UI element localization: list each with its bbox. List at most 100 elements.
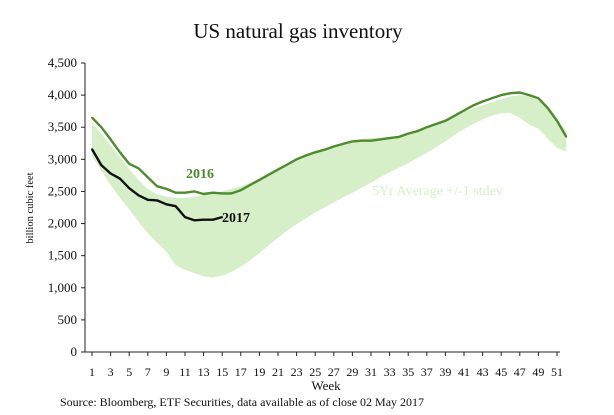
series-2016-point [379,138,382,141]
x-tick-label: 25 [309,365,321,379]
series-2016-point [146,176,149,179]
series-2016-point [444,119,447,122]
series-2017-point [137,194,140,197]
y-axis-label: billion cubic feet [25,172,36,243]
series-2016-point [212,191,214,194]
x-tick-label: 35 [402,365,414,379]
series-2016-point [202,193,205,195]
series-layer [90,91,568,222]
series-2017-point [156,199,159,202]
series-2016-point [556,119,558,122]
series-2016-point [249,184,252,186]
series-2017-point [146,198,149,201]
series-2016-point [332,145,335,148]
series-2016-point [109,138,112,141]
x-tick-label: 7 [145,365,151,379]
series-2016-point [453,114,456,117]
y-tick-label: 0 [71,344,78,359]
series-2016-point [221,192,224,195]
x-axis-label: Week [311,378,341,393]
series-2016-line [91,91,568,196]
series-2016-point [388,137,391,140]
x-tick-label: 45 [495,365,507,379]
x-tick-label: 1 [89,365,95,379]
series-2016-point [230,192,233,195]
x-tick-label: 29 [346,365,358,379]
x-tick-label: 23 [291,365,303,379]
x-tick-label: 9 [163,365,169,379]
series-2016-point [277,168,279,171]
y-tick-label: 3,000 [48,151,77,166]
x-tick-label: 19 [253,365,265,379]
x-tick-layer: 1 3 5 7 9 11 13 15 17 19 21 23 25 27 29 31 33 35 37 39 41 43 4… [89,352,563,379]
x-tick-label: 17 [235,365,247,379]
x-tick-label: 21 [272,365,284,379]
x-tick-label: 39 [439,365,451,379]
series-2016-point [91,116,93,119]
legend-label-band: 5Yr Average +/-1 stdev [372,184,503,199]
series-2016-point [342,143,344,145]
x-tick-label: 43 [477,365,489,379]
series-2016-point [528,94,530,96]
x-tick-label: 27 [328,365,340,379]
series-2016-point [425,126,428,129]
series-2016-point [398,136,400,138]
series-2016-point [537,97,540,100]
series-2016-point [286,163,289,166]
x-tick-label: 3 [108,365,114,379]
series-2017-point [174,205,177,208]
series-2017-point [91,148,93,151]
y-tick-label: 4,500 [48,55,77,70]
series-2016-point [305,154,307,157]
series-2016-point [435,123,437,125]
stdev-band [92,95,567,278]
x-tick-label: 15 [216,365,228,379]
series-2016-point [193,190,196,193]
series-2016-point [407,132,410,135]
series-2016-point [491,97,493,100]
x-tick-label: 13 [198,365,210,379]
stdev-band-layer [92,95,567,278]
x-tick-label: 11 [179,365,191,379]
x-tick-label: 37 [421,365,433,379]
series-2017-point [212,218,214,221]
series-2016-point [119,151,121,154]
series-2016-point [351,140,354,143]
series-2016-point [258,179,261,181]
series-2016-point [463,109,465,112]
series-2016-point [156,185,159,188]
series-2017-point [165,203,168,206]
x-tick-label: 41 [458,365,470,379]
y-tick-label: 4,000 [48,87,77,102]
x-tick-label: 31 [365,365,377,379]
series-2016-point [509,92,512,95]
series-2016-point [239,189,242,192]
series-2016-point [295,158,298,161]
series-2016-point [416,130,419,133]
x-tick-label: 51 [551,365,563,379]
x-tick-label: 5 [126,365,132,379]
y-tick-label: 500 [58,312,78,327]
x-tick-label: 49 [532,365,544,379]
series-2016-point [472,104,475,107]
legend-label-2017: 2017 [222,211,250,226]
series-2016-point [565,136,568,138]
source-note: Source: Bloomberg, ETF Securities, data … [60,395,424,409]
y-tick-label: 3,500 [48,119,77,134]
series-2016-point [128,162,131,165]
series-2017-point [202,218,205,221]
series-2017-point [119,177,121,180]
x-tick-label: 47 [514,365,526,379]
series-2016-point [323,148,326,151]
y-tick-label: 1,500 [48,248,77,263]
series-2016-point [546,107,549,109]
series-2016-point [500,94,503,96]
series-2017-point [109,172,112,175]
y-tick-label: 2,000 [48,216,77,231]
y-tick-label: 2,500 [48,183,77,198]
series-2017-point [184,216,186,219]
series-2017-point [100,164,103,167]
series-2016-point [518,91,521,94]
y-tick-label: 1,000 [48,280,77,295]
